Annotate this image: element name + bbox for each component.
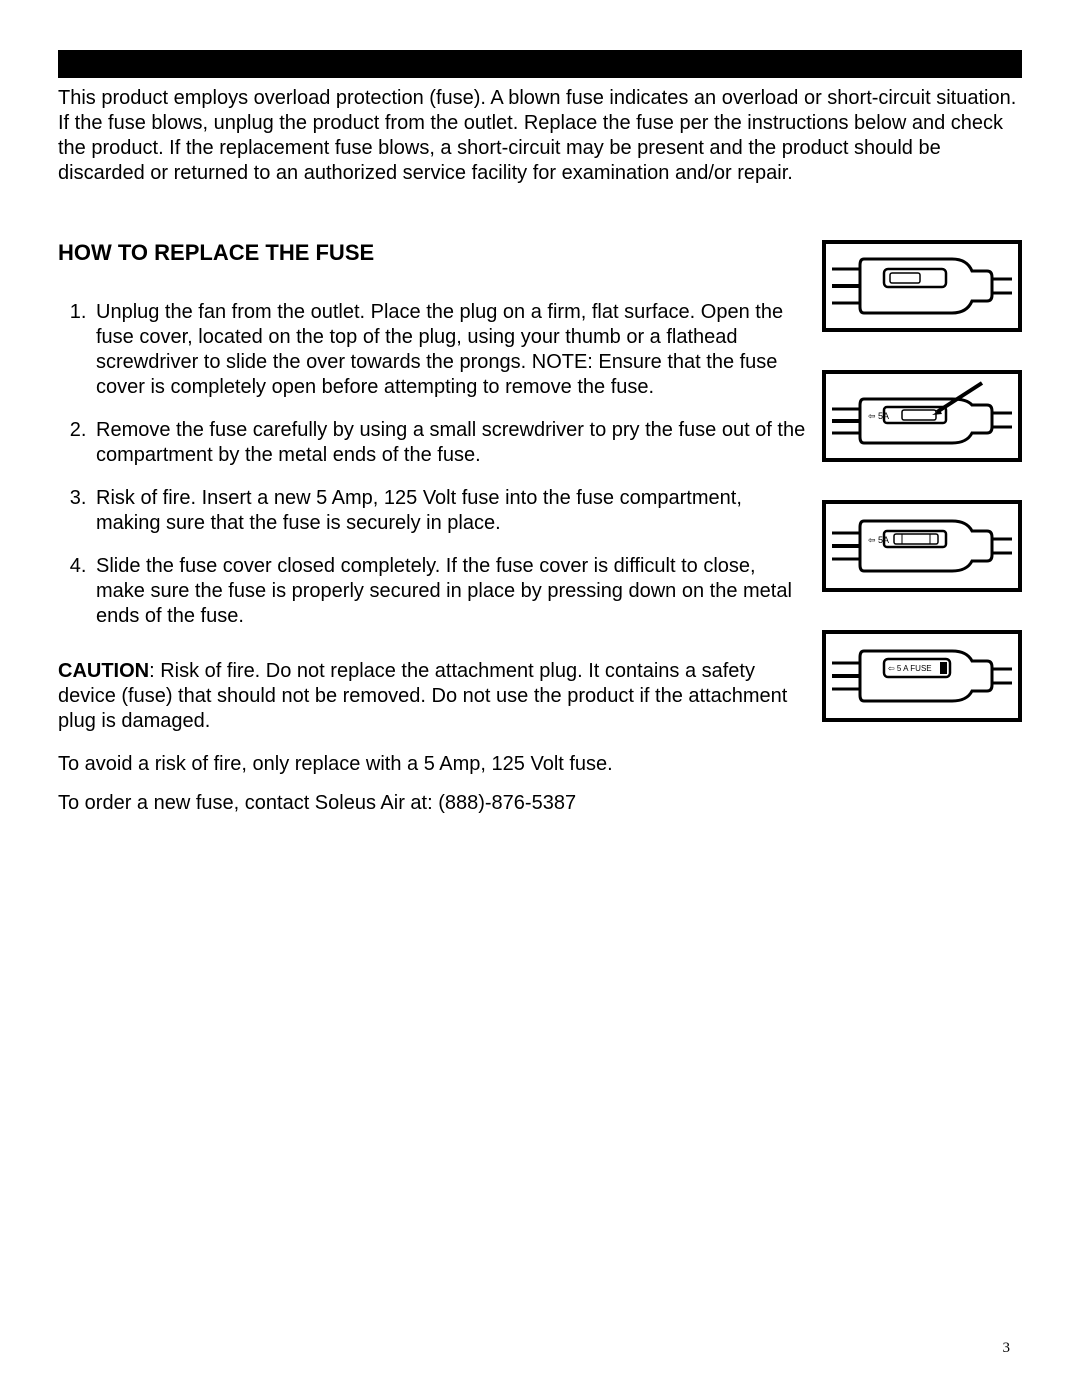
figure-plug-screwdriver: ⇦ 5A <box>822 370 1022 462</box>
step-1: Unplug the fan from the outlet. Place th… <box>92 300 806 400</box>
caution-text: : Risk of fire. Do not replace the attac… <box>58 660 787 732</box>
content-row: HOW TO REPLACE THE FUSE Unplug the fan f… <box>58 240 1022 830</box>
caution-paragraph: CAUTION: Risk of fire. Do not replace th… <box>58 659 806 734</box>
plug-icon <box>832 250 1012 322</box>
figure-column: ⇦ 5A ⇦ 5A <box>822 240 1022 830</box>
caution-label: CAUTION <box>58 660 149 682</box>
plug-replaced-icon: ⇦ 5 A FUSE <box>832 640 1012 712</box>
figure-plug-closed <box>822 240 1022 332</box>
intro-paragraph: This product employs overload protection… <box>58 86 1022 186</box>
step-2: Remove the fuse carefully by using a sma… <box>92 418 806 468</box>
figure-plug-open: ⇦ 5A <box>822 500 1022 592</box>
order-paragraph: To order a new fuse, contact Soleus Air … <box>58 791 806 816</box>
svg-text:⇦ 5A: ⇦ 5A <box>868 411 889 421</box>
plug-open-icon: ⇦ 5A <box>832 510 1012 582</box>
step-4: Slide the fuse cover closed completely. … <box>92 554 806 629</box>
section-heading: HOW TO REPLACE THE FUSE <box>58 240 806 266</box>
figure-plug-replaced: ⇦ 5 A FUSE <box>822 630 1022 722</box>
text-column: HOW TO REPLACE THE FUSE Unplug the fan f… <box>58 240 806 830</box>
plug-screwdriver-icon: ⇦ 5A <box>832 380 1012 452</box>
step-3: Risk of fire. Insert a new 5 Amp, 125 Vo… <box>92 486 806 536</box>
svg-text:⇦ 5 A FUSE: ⇦ 5 A FUSE <box>888 664 932 673</box>
advice-paragraph: To avoid a risk of fire, only replace wi… <box>58 752 806 777</box>
header-black-bar <box>58 50 1022 78</box>
page-number: 3 <box>1003 1340 1011 1357</box>
svg-text:⇦ 5A: ⇦ 5A <box>868 535 889 545</box>
steps-list: Unplug the fan from the outlet. Place th… <box>58 300 806 629</box>
